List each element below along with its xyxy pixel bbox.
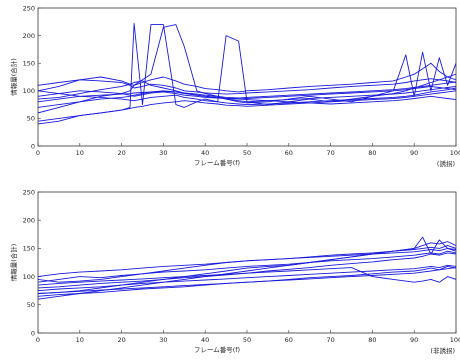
y-tick-label: 0 [31, 142, 35, 150]
x-tick-label: 100 [450, 149, 460, 157]
series-line-8 [38, 90, 456, 122]
series-line-1 [38, 23, 456, 125]
x-tick-label: 0 [36, 149, 40, 157]
y-tick-label: 100 [23, 273, 35, 281]
series-line-1 [38, 241, 456, 300]
series-line-5 [38, 81, 456, 99]
series-line-4 [38, 250, 456, 283]
x-tick-label: 50 [243, 336, 251, 344]
y-tick-label: 50 [27, 301, 35, 309]
series-line-7 [38, 90, 456, 108]
x-tick-label: 60 [285, 149, 293, 157]
y-tick-label: 0 [31, 329, 35, 337]
y-tick-label: 100 [23, 87, 35, 95]
series-line-3 [38, 78, 456, 95]
x-tick-label: 30 [159, 149, 167, 157]
x-tick-label: 50 [243, 149, 251, 157]
x-tick-label: 30 [159, 336, 167, 344]
x-tick-label: 10 [76, 149, 84, 157]
y-tick-label: 250 [23, 4, 35, 12]
x-tick-label: 80 [368, 149, 376, 157]
chart-panel-2: 情報量(合計) フレーム番号(f) (非誘拐) 0 10 20 30 40 50 60 70 8… [9, 188, 460, 355]
x-tick-label: 70 [326, 149, 334, 157]
y-tick-label: 200 [23, 217, 35, 225]
series-line-6 [38, 85, 456, 103]
series-line-3 [38, 252, 456, 289]
y-tick-label: 150 [23, 245, 35, 253]
panel-annotation: (誘拐) [437, 159, 455, 168]
x-tick-label: 20 [117, 336, 125, 344]
y-tick-label: 150 [23, 60, 35, 68]
x-tick-label: 80 [368, 336, 376, 344]
x-tick-label: 10 [76, 336, 84, 344]
x-axis-label: フレーム番号(f) [194, 159, 240, 167]
series-line-10 [38, 267, 456, 294]
y-tick-label: 50 [27, 115, 35, 123]
x-axis-label: フレーム番号(f) [194, 346, 240, 354]
series-line-4 [38, 62, 456, 93]
series-line-6 [38, 247, 456, 283]
x-tick-label: 70 [326, 336, 334, 344]
x-tick-label: 0 [36, 336, 40, 344]
series-line-10 [38, 80, 456, 103]
x-tick-label: 90 [410, 149, 418, 157]
series-line-8 [38, 264, 456, 292]
x-tick-label: 20 [117, 149, 125, 157]
x-tick-label: 100 [450, 336, 460, 344]
series-line-9 [38, 267, 456, 286]
x-tick-label: 40 [201, 149, 209, 157]
x-tick-label: 90 [410, 336, 418, 344]
series-line-2 [38, 236, 456, 294]
panel-annotation: (非誘拐) [430, 346, 455, 355]
y-axis-label: 情報量(合計) [9, 58, 18, 96]
chart-panel-1: 情報量(合計) フレーム番号(f) (誘拐) 0 10 20 30 40 50 60 70 80… [9, 4, 460, 168]
plot-frame [37, 191, 457, 334]
x-tick-label: 40 [201, 336, 209, 344]
y-tick-label: 250 [23, 188, 35, 196]
y-axis-label: 情報量(合計) [9, 244, 18, 282]
x-tick-label: 60 [285, 336, 293, 344]
series-line-2 [38, 24, 456, 114]
y-tick-label: 200 [23, 32, 35, 40]
series-line-9 [38, 87, 456, 106]
